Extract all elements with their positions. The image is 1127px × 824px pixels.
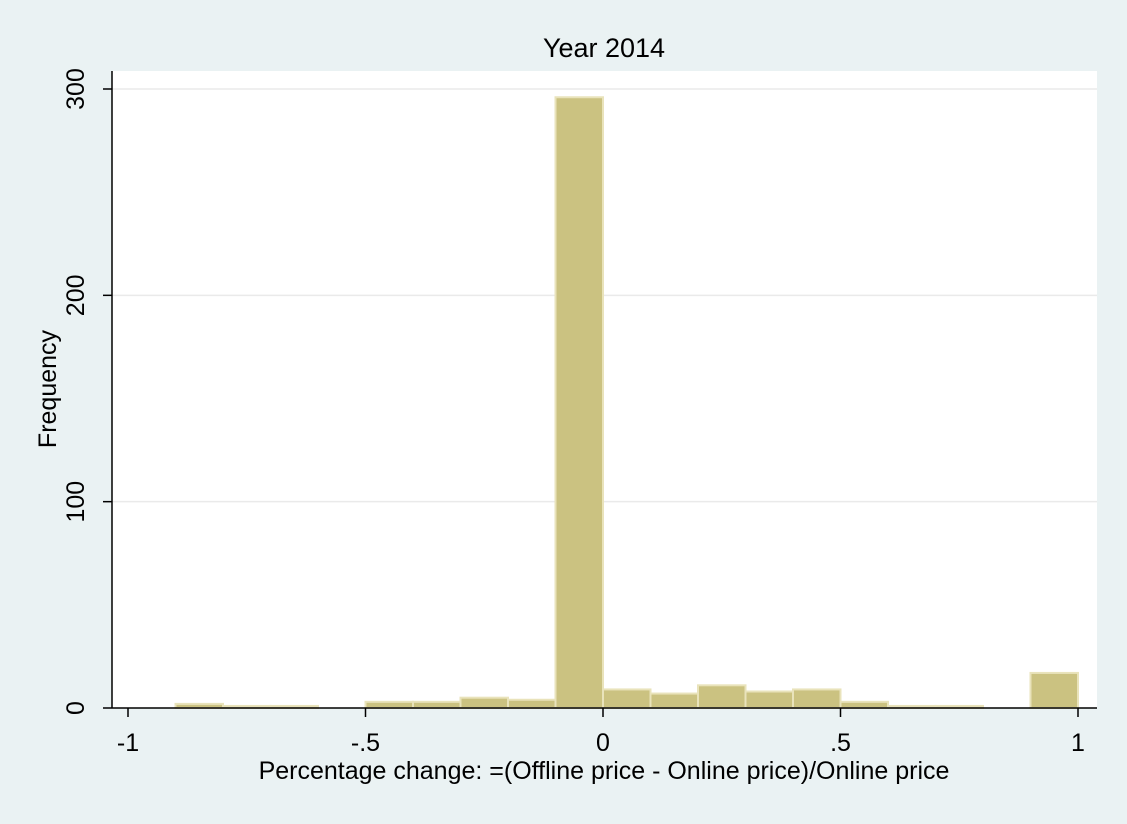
histogram-bar: [459, 696, 509, 710]
x-tick-label: 0: [596, 729, 610, 757]
y-tick-label: 0: [62, 701, 90, 715]
x-axis-label: Percentage change: =(Offline price - Onl…: [259, 757, 950, 785]
histogram-bar: [412, 700, 462, 709]
histogram-bar: [364, 700, 414, 709]
y-tick-label: 300: [62, 68, 90, 110]
histogram-bar: [792, 688, 842, 709]
histogram-bar: [507, 698, 557, 709]
histogram-bar: [554, 96, 604, 709]
gridlines: [112, 88, 1097, 503]
x-tick-label: -1: [117, 729, 139, 757]
x-tick-label: -.5: [351, 729, 380, 757]
histogram-bar: [697, 684, 747, 710]
histogram-bar: [602, 688, 652, 709]
histogram-bar: [649, 692, 699, 709]
histogram-bar: [744, 690, 794, 710]
x-tick-label: .5: [830, 729, 851, 757]
x-tick-label: 1: [1071, 729, 1085, 757]
plot-area: [112, 71, 1097, 708]
y-tick-label: 200: [62, 274, 90, 316]
histogram-bar: [839, 700, 889, 709]
chart-title: Year 2014: [543, 33, 665, 63]
y-axis-label: Frequency: [34, 329, 62, 448]
bars: [174, 96, 1079, 710]
y-tick-label: 100: [62, 481, 90, 523]
histogram-bar: [1029, 671, 1079, 710]
axes: -1 -.5 0 .5 1 0 100 200 300: [62, 68, 1097, 757]
